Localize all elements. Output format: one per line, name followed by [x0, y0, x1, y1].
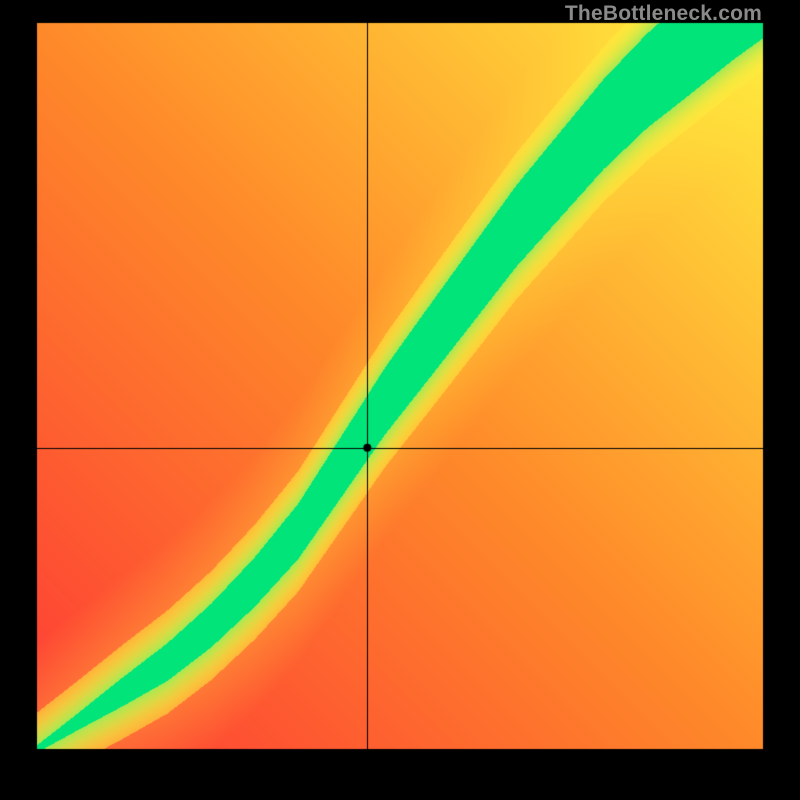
chart-container: TheBottleneck.com: [0, 0, 800, 800]
bottleneck-heatmap: [0, 0, 800, 800]
watermark-text: TheBottleneck.com: [565, 2, 762, 26]
